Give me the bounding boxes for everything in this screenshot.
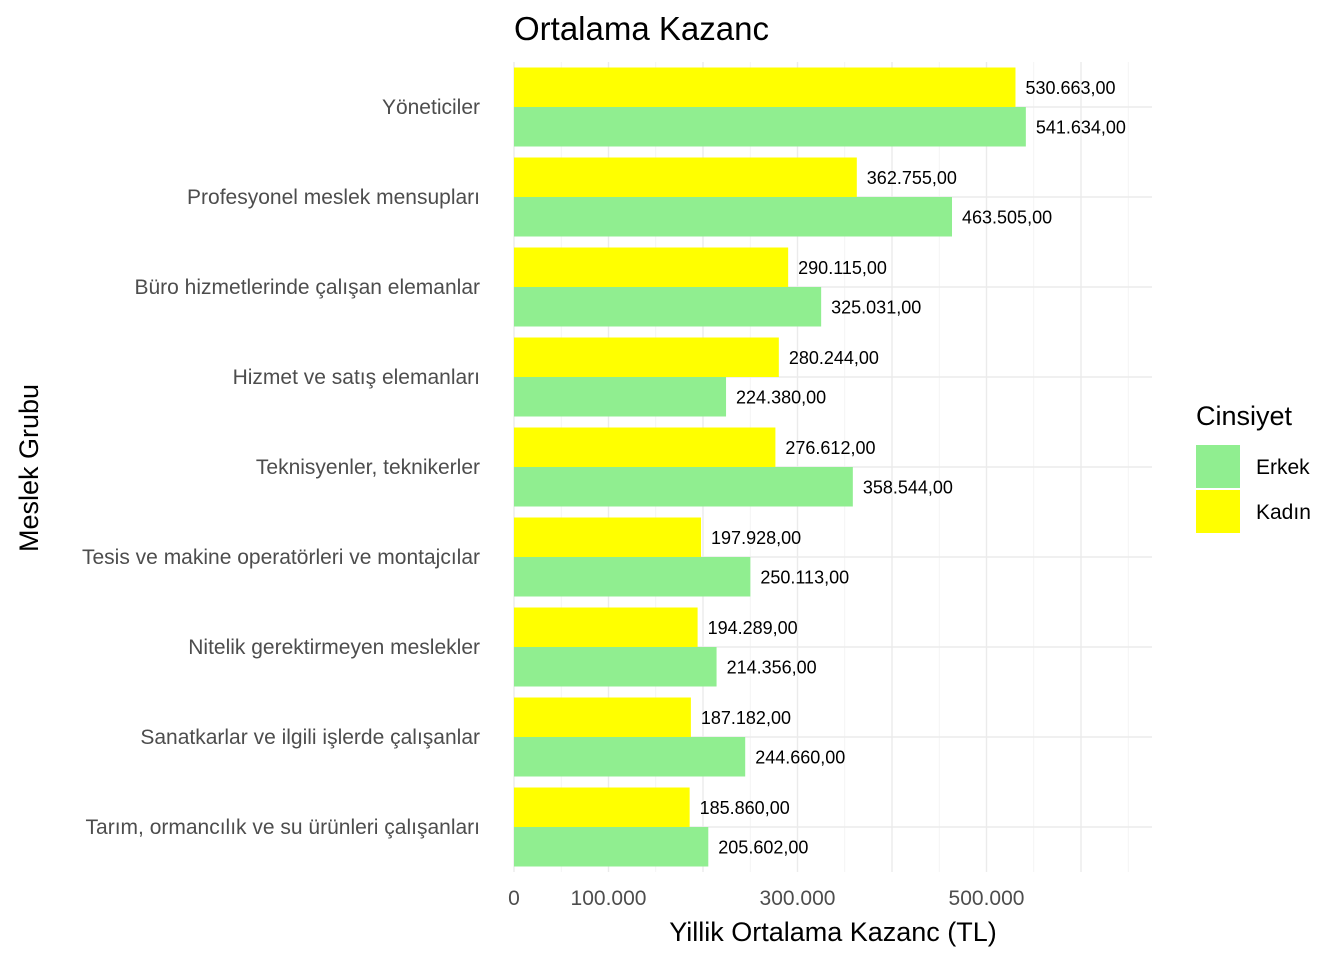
bar-kadin [514, 67, 1016, 107]
category-label: Sanatkarlar ve ilgili işlerde çalışanlar [140, 726, 480, 749]
data-label: 205.602,00 [718, 837, 808, 857]
data-label: 463.505,00 [962, 207, 1052, 227]
data-label: 362.755,00 [867, 168, 957, 188]
data-label: 194.289,00 [708, 618, 798, 638]
category-label: Hizmet ve satış elemanları [233, 366, 480, 389]
bar-erkek [514, 737, 746, 777]
category-label: Tesis ve makine operatörleri ve montajcı… [82, 546, 480, 569]
legend-key-erkek [1196, 445, 1240, 488]
bar-erkek [514, 827, 709, 867]
category-label: Nitelik gerektirmeyen meslekler [188, 636, 480, 659]
x-axis-title: Yillik Ortalama Kazanc (TL) [669, 917, 997, 947]
legend-title: Cinsiyet [1196, 401, 1293, 431]
data-label: 214.356,00 [727, 657, 817, 677]
bar-erkek [514, 287, 822, 327]
bar-kadin [514, 517, 702, 557]
category-label: Profesyonel meslek mensupları [187, 186, 480, 209]
bar-erkek [514, 467, 853, 507]
data-labels: 530.663,00 541.634,00 362.755,00463.505,00… [700, 78, 1126, 858]
data-label: 541.634,00 [1036, 117, 1126, 137]
data-label: 325.031,00 [831, 297, 921, 317]
x-tick-label: 300.000 [760, 887, 836, 910]
x-tick-label: 0 [508, 887, 520, 910]
legend: Cinsiyet Erkek Kadın [1196, 401, 1311, 533]
data-label: 290.115,00 [798, 258, 887, 278]
bar-erkek [514, 647, 717, 687]
x-tick-label: 500.000 [949, 887, 1025, 910]
data-label: 358.544,00 [863, 477, 953, 497]
legend-label: Erkek [1256, 456, 1310, 479]
data-label: 276.612,00 [785, 438, 875, 458]
category-label: Büro hizmetlerinde çalışan elemanlar [134, 276, 480, 299]
bar-kadin [514, 247, 789, 287]
data-label: 187.182,00 [701, 708, 791, 728]
bar-erkek [514, 107, 1026, 147]
data-label: 224.380,00 [736, 387, 826, 407]
bar-kadin [514, 427, 776, 467]
category-label: Teknisyenler, teknikerler [256, 456, 480, 479]
data-label: 250.113,00 [760, 567, 849, 587]
category-label: Yöneticiler [382, 96, 480, 119]
legend-key-kadin [1196, 490, 1240, 533]
bar-erkek [514, 377, 727, 417]
data-label: 530.663,00 [1025, 78, 1115, 98]
legend-label: Kadın [1256, 501, 1311, 524]
bars [514, 67, 1026, 867]
bar-kadin [514, 697, 691, 737]
data-label: 185.860,00 [700, 798, 790, 818]
chart-title: Ortalama Kazanc [514, 10, 769, 47]
x-tick-labels: 0 100.000 300.000 500.000 [508, 887, 1024, 910]
data-label: 197.928,00 [711, 528, 801, 548]
bar-kadin [514, 607, 698, 647]
y-axis-title: Meslek Grubu [14, 384, 44, 552]
bar-kadin [514, 337, 779, 377]
data-label: 244.660,00 [755, 747, 845, 767]
x-tick-label: 100.000 [571, 887, 647, 910]
bar-kadin [514, 157, 857, 197]
bar-erkek [514, 197, 953, 237]
bar-kadin [514, 787, 690, 827]
category-labels: Yöneticiler Profesyonel meslek mensupları… [82, 96, 480, 839]
bar-erkek [514, 557, 751, 597]
data-label: 280.244,00 [789, 348, 879, 368]
category-label: Tarım, ormancılık ve su ürünleri çalışan… [86, 816, 480, 839]
